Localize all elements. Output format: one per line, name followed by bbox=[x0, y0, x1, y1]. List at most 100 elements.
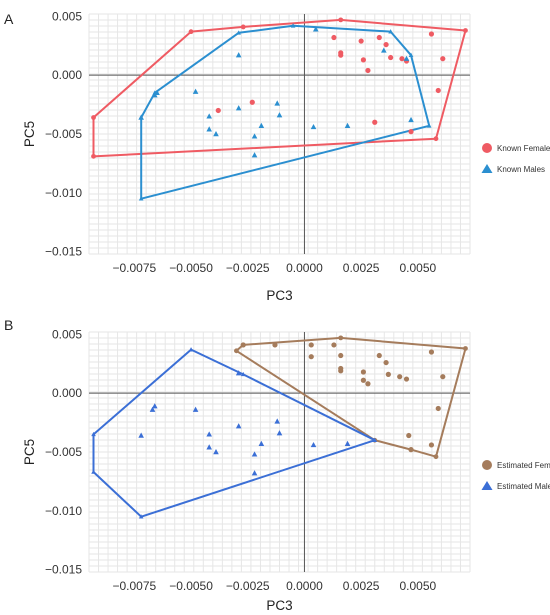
hull-vertex bbox=[236, 30, 241, 35]
data-point bbox=[408, 116, 414, 123]
data-point bbox=[376, 352, 382, 359]
data-point bbox=[274, 418, 281, 424]
data-point bbox=[249, 99, 255, 105]
data-point bbox=[274, 100, 281, 106]
data-point bbox=[344, 440, 351, 446]
y-tick-label: −0.010 bbox=[45, 504, 82, 518]
data-point bbox=[403, 376, 410, 382]
data-point bbox=[388, 54, 394, 61]
data-point bbox=[154, 89, 160, 96]
data-point bbox=[149, 406, 156, 412]
y-tick-label: −0.010 bbox=[45, 186, 82, 200]
y-tick-label: −0.005 bbox=[45, 127, 82, 141]
data-point bbox=[251, 152, 258, 158]
hull-vertex bbox=[388, 29, 393, 34]
x-tick-label: 0.0050 bbox=[399, 261, 436, 275]
legend: Known Females Known Males bbox=[481, 143, 550, 174]
hull-vertex bbox=[408, 52, 414, 57]
y-tick-label: 0.000 bbox=[52, 386, 82, 400]
hull-vertex bbox=[240, 371, 246, 377]
data-point bbox=[240, 342, 246, 348]
data-point bbox=[235, 423, 242, 429]
data-point bbox=[258, 440, 265, 446]
hull-vertex bbox=[91, 115, 96, 120]
hull-circle bbox=[235, 336, 467, 458]
data-point bbox=[310, 441, 317, 448]
hull-vertex bbox=[188, 347, 194, 352]
data-point bbox=[272, 342, 278, 348]
data-point bbox=[365, 381, 371, 387]
data-point bbox=[151, 403, 158, 409]
y-tick-label: 0.005 bbox=[52, 9, 82, 23]
hull-vertex bbox=[138, 514, 144, 519]
y-axis-title: PC5 bbox=[22, 439, 37, 465]
x-tick-label: −0.0025 bbox=[226, 261, 270, 275]
data-point bbox=[258, 122, 265, 128]
legend-label: Known Females bbox=[497, 144, 550, 153]
hull-vertex bbox=[433, 454, 439, 460]
data-point bbox=[206, 113, 212, 119]
data-point bbox=[206, 444, 212, 450]
data-point bbox=[408, 447, 414, 453]
data-point bbox=[397, 374, 403, 380]
y-axis-title: PC5 bbox=[22, 121, 37, 147]
legend-label: Estimated Females bbox=[497, 461, 550, 470]
data-point bbox=[428, 349, 435, 355]
panel-letter: A bbox=[4, 11, 14, 27]
x-axis-title: PC3 bbox=[266, 598, 292, 613]
data-point bbox=[338, 52, 344, 58]
hull-vertex bbox=[372, 437, 378, 443]
hull-vertex bbox=[91, 469, 96, 474]
data-point bbox=[251, 133, 258, 139]
x-tick-label: 0.0025 bbox=[343, 261, 380, 275]
hull-circle bbox=[92, 18, 467, 158]
data-point bbox=[235, 52, 242, 58]
y-tick-label: 0.005 bbox=[52, 327, 82, 341]
data-point bbox=[435, 87, 441, 94]
hull-vertex bbox=[426, 123, 432, 128]
x-tick-label: −0.0050 bbox=[169, 261, 213, 275]
data-point bbox=[383, 41, 389, 48]
data-point bbox=[276, 112, 283, 118]
data-point bbox=[192, 406, 199, 412]
x-tick-label: −0.0025 bbox=[226, 579, 270, 593]
y-tick-label: 0.000 bbox=[52, 68, 82, 82]
legend-swatch bbox=[481, 164, 493, 173]
data-point bbox=[399, 56, 405, 62]
data-point bbox=[408, 129, 414, 135]
x-tick-label: 0.0000 bbox=[286, 261, 323, 275]
data-point bbox=[344, 122, 351, 128]
data-point bbox=[440, 374, 446, 380]
data-point bbox=[308, 354, 314, 360]
hull-triangle bbox=[92, 348, 376, 518]
panel-letter: B bbox=[4, 317, 13, 333]
x-tick-label: 0.0000 bbox=[286, 579, 323, 593]
legend: Estimated Females Estimated Males bbox=[481, 460, 550, 491]
data-point bbox=[338, 368, 344, 374]
data-point bbox=[360, 369, 367, 375]
panel-b: B−0.0075 −0.0050 −0.0025 0.0000 0.0025 0.0050… bbox=[4, 317, 550, 613]
data-point bbox=[435, 405, 441, 412]
data-point bbox=[358, 38, 364, 44]
hull-vertex bbox=[234, 348, 239, 354]
hull-vertex bbox=[91, 153, 96, 159]
legend-swatch bbox=[482, 143, 492, 153]
data-point bbox=[192, 88, 199, 94]
data-point bbox=[138, 432, 144, 438]
x-tick-label: 0.0050 bbox=[399, 579, 436, 593]
data-point bbox=[213, 449, 219, 455]
hull-vertex bbox=[188, 29, 194, 35]
x-axis-title: PC3 bbox=[266, 288, 292, 303]
data-point bbox=[383, 359, 389, 366]
y-tick-label: −0.015 bbox=[45, 563, 82, 577]
data-point bbox=[376, 34, 382, 41]
data-point bbox=[312, 26, 319, 32]
data-point bbox=[276, 430, 283, 436]
data-point bbox=[235, 370, 242, 376]
data-point bbox=[251, 470, 258, 476]
data-point bbox=[428, 31, 435, 37]
hull-vertex bbox=[138, 196, 144, 201]
data-point bbox=[206, 431, 212, 437]
data-point bbox=[138, 114, 144, 120]
